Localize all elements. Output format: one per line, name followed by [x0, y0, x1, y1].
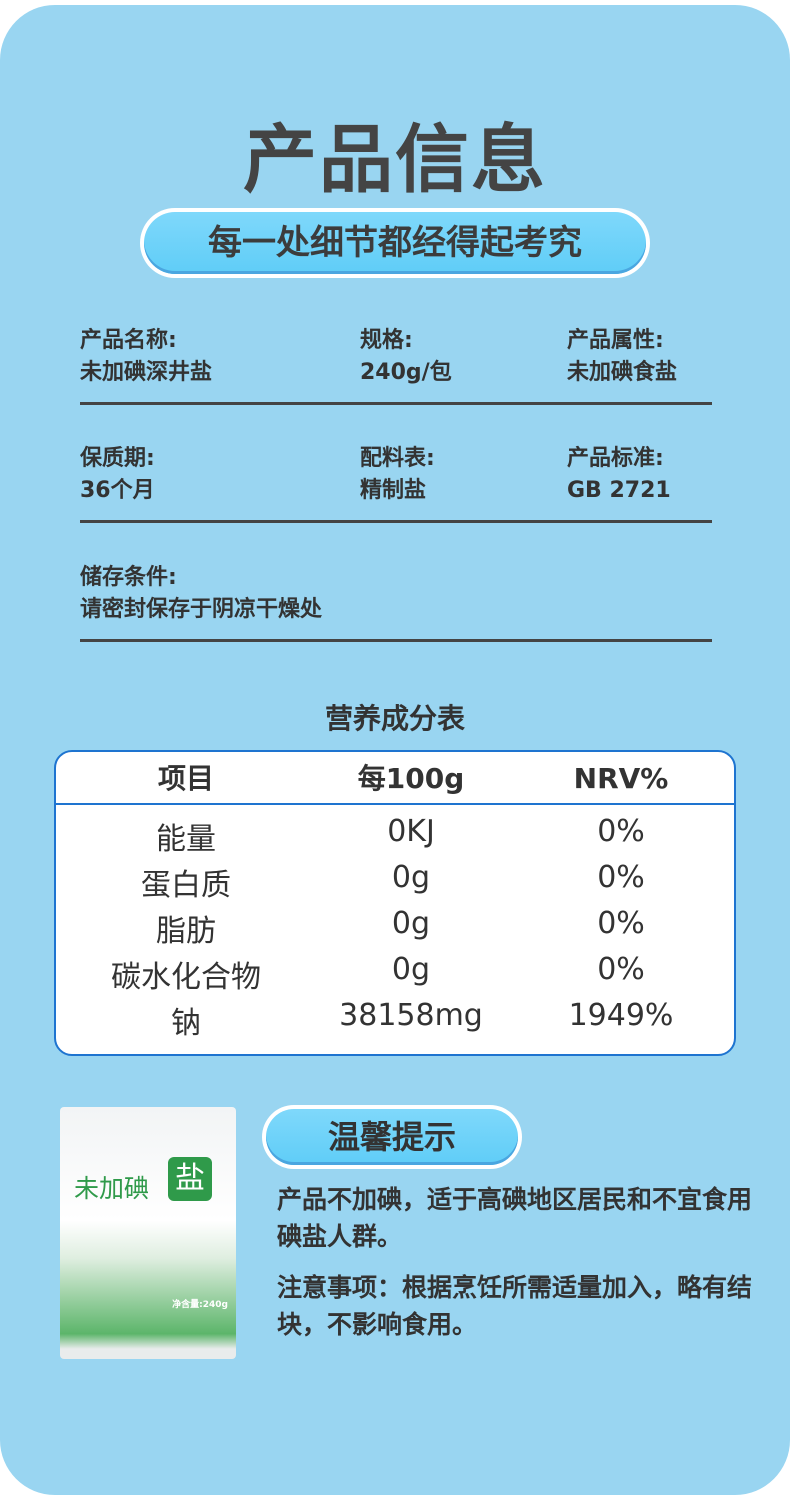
table-row: 蛋白质 0g 0%	[56, 860, 734, 906]
table-cell: 碳水化合物	[111, 960, 261, 995]
package-net: 净含量:240g	[172, 1300, 228, 1310]
info-value: 未加碘深井盐	[80, 360, 213, 385]
table-cell: 脂肪	[156, 914, 216, 949]
table-cell: 0%	[597, 906, 645, 941]
table-cell: 0%	[597, 860, 645, 895]
info-label: 保质期:	[80, 446, 155, 471]
table-cell: 钠	[171, 1006, 201, 1041]
page-card: 产品信息 每一处细节都经得起考究 产品名称: 未加碘深井盐 规格: 240g/包…	[0, 5, 790, 1495]
table-row: 钠 38158mg 1949%	[56, 998, 734, 1044]
info-label: 储存条件:	[80, 565, 177, 590]
table-cell: 0g	[391, 952, 431, 987]
info-value: 240g/包	[360, 360, 452, 385]
column-header: 项目	[157, 762, 214, 795]
table-row: 能量 0KJ 0%	[56, 814, 734, 860]
product-package-image: 未加碘 盐 净含量:240g	[60, 1107, 236, 1359]
info-row: 储存条件: 请密封保存于阴凉干燥处	[80, 562, 712, 642]
table-cell: 0%	[597, 952, 645, 987]
tips-pill: 温馨提示	[262, 1105, 522, 1169]
info-value: 精制盐	[360, 478, 427, 503]
package-salt-badge: 盐	[168, 1157, 212, 1201]
table-cell: 38158mg	[339, 998, 483, 1033]
subtitle: 每一处细节都经得起考究	[144, 212, 646, 274]
info-label: 产品标准:	[567, 446, 664, 471]
table-cell: 0%	[597, 814, 645, 849]
subtitle-pill: 每一处细节都经得起考究	[140, 208, 650, 278]
info-row: 保质期: 36个月 配料表: 精制盐 产品标准: GB 2721	[80, 443, 712, 523]
info-label: 规格:	[360, 328, 413, 353]
package-name: 未加碘	[74, 1174, 150, 1203]
nutrition-table: 项目 每100g NRV% 能量 0KJ 0% 蛋白质 0g 0% 脂肪 0g 0% 碳水化合物 0…	[54, 750, 736, 1056]
table-cell: 0g	[391, 906, 431, 941]
info-row: 产品名称: 未加碘深井盐 规格: 240g/包 产品属性: 未加碘食盐	[80, 325, 712, 405]
info-label: 产品名称:	[80, 328, 177, 353]
info-label: 配料表:	[360, 446, 435, 471]
tip-text: 注意事项：根据烹饪所需适量加入，略有结块，不影响食用。	[277, 1273, 753, 1339]
table-row: 脂肪 0g 0%	[56, 906, 734, 952]
info-value: GB 2721	[567, 478, 671, 503]
nutrition-title: 营养成分表	[324, 702, 465, 735]
column-header: NRV%	[573, 762, 669, 795]
info-value: 未加碘食盐	[567, 360, 678, 385]
tips-title: 温馨提示	[266, 1109, 518, 1165]
table-cell: 能量	[156, 822, 216, 857]
table-cell: 0KJ	[387, 814, 435, 849]
info-label: 产品属性:	[567, 328, 664, 353]
info-value: 请密封保存于阴凉干燥处	[80, 597, 323, 622]
table-cell: 蛋白质	[141, 868, 231, 903]
table-cell: 0g	[391, 860, 431, 895]
column-header: 每100g	[357, 762, 465, 795]
table-cell: 1949%	[568, 998, 674, 1033]
table-header: 项目 每100g NRV%	[56, 752, 734, 805]
table-row: 碳水化合物 0g 0%	[56, 952, 734, 998]
page-title: 产品信息	[243, 117, 547, 203]
info-value: 36个月	[80, 478, 155, 503]
tip-text: 产品不加碘，适于高碘地区居民和不宜食用碘盐人群。	[277, 1185, 753, 1251]
